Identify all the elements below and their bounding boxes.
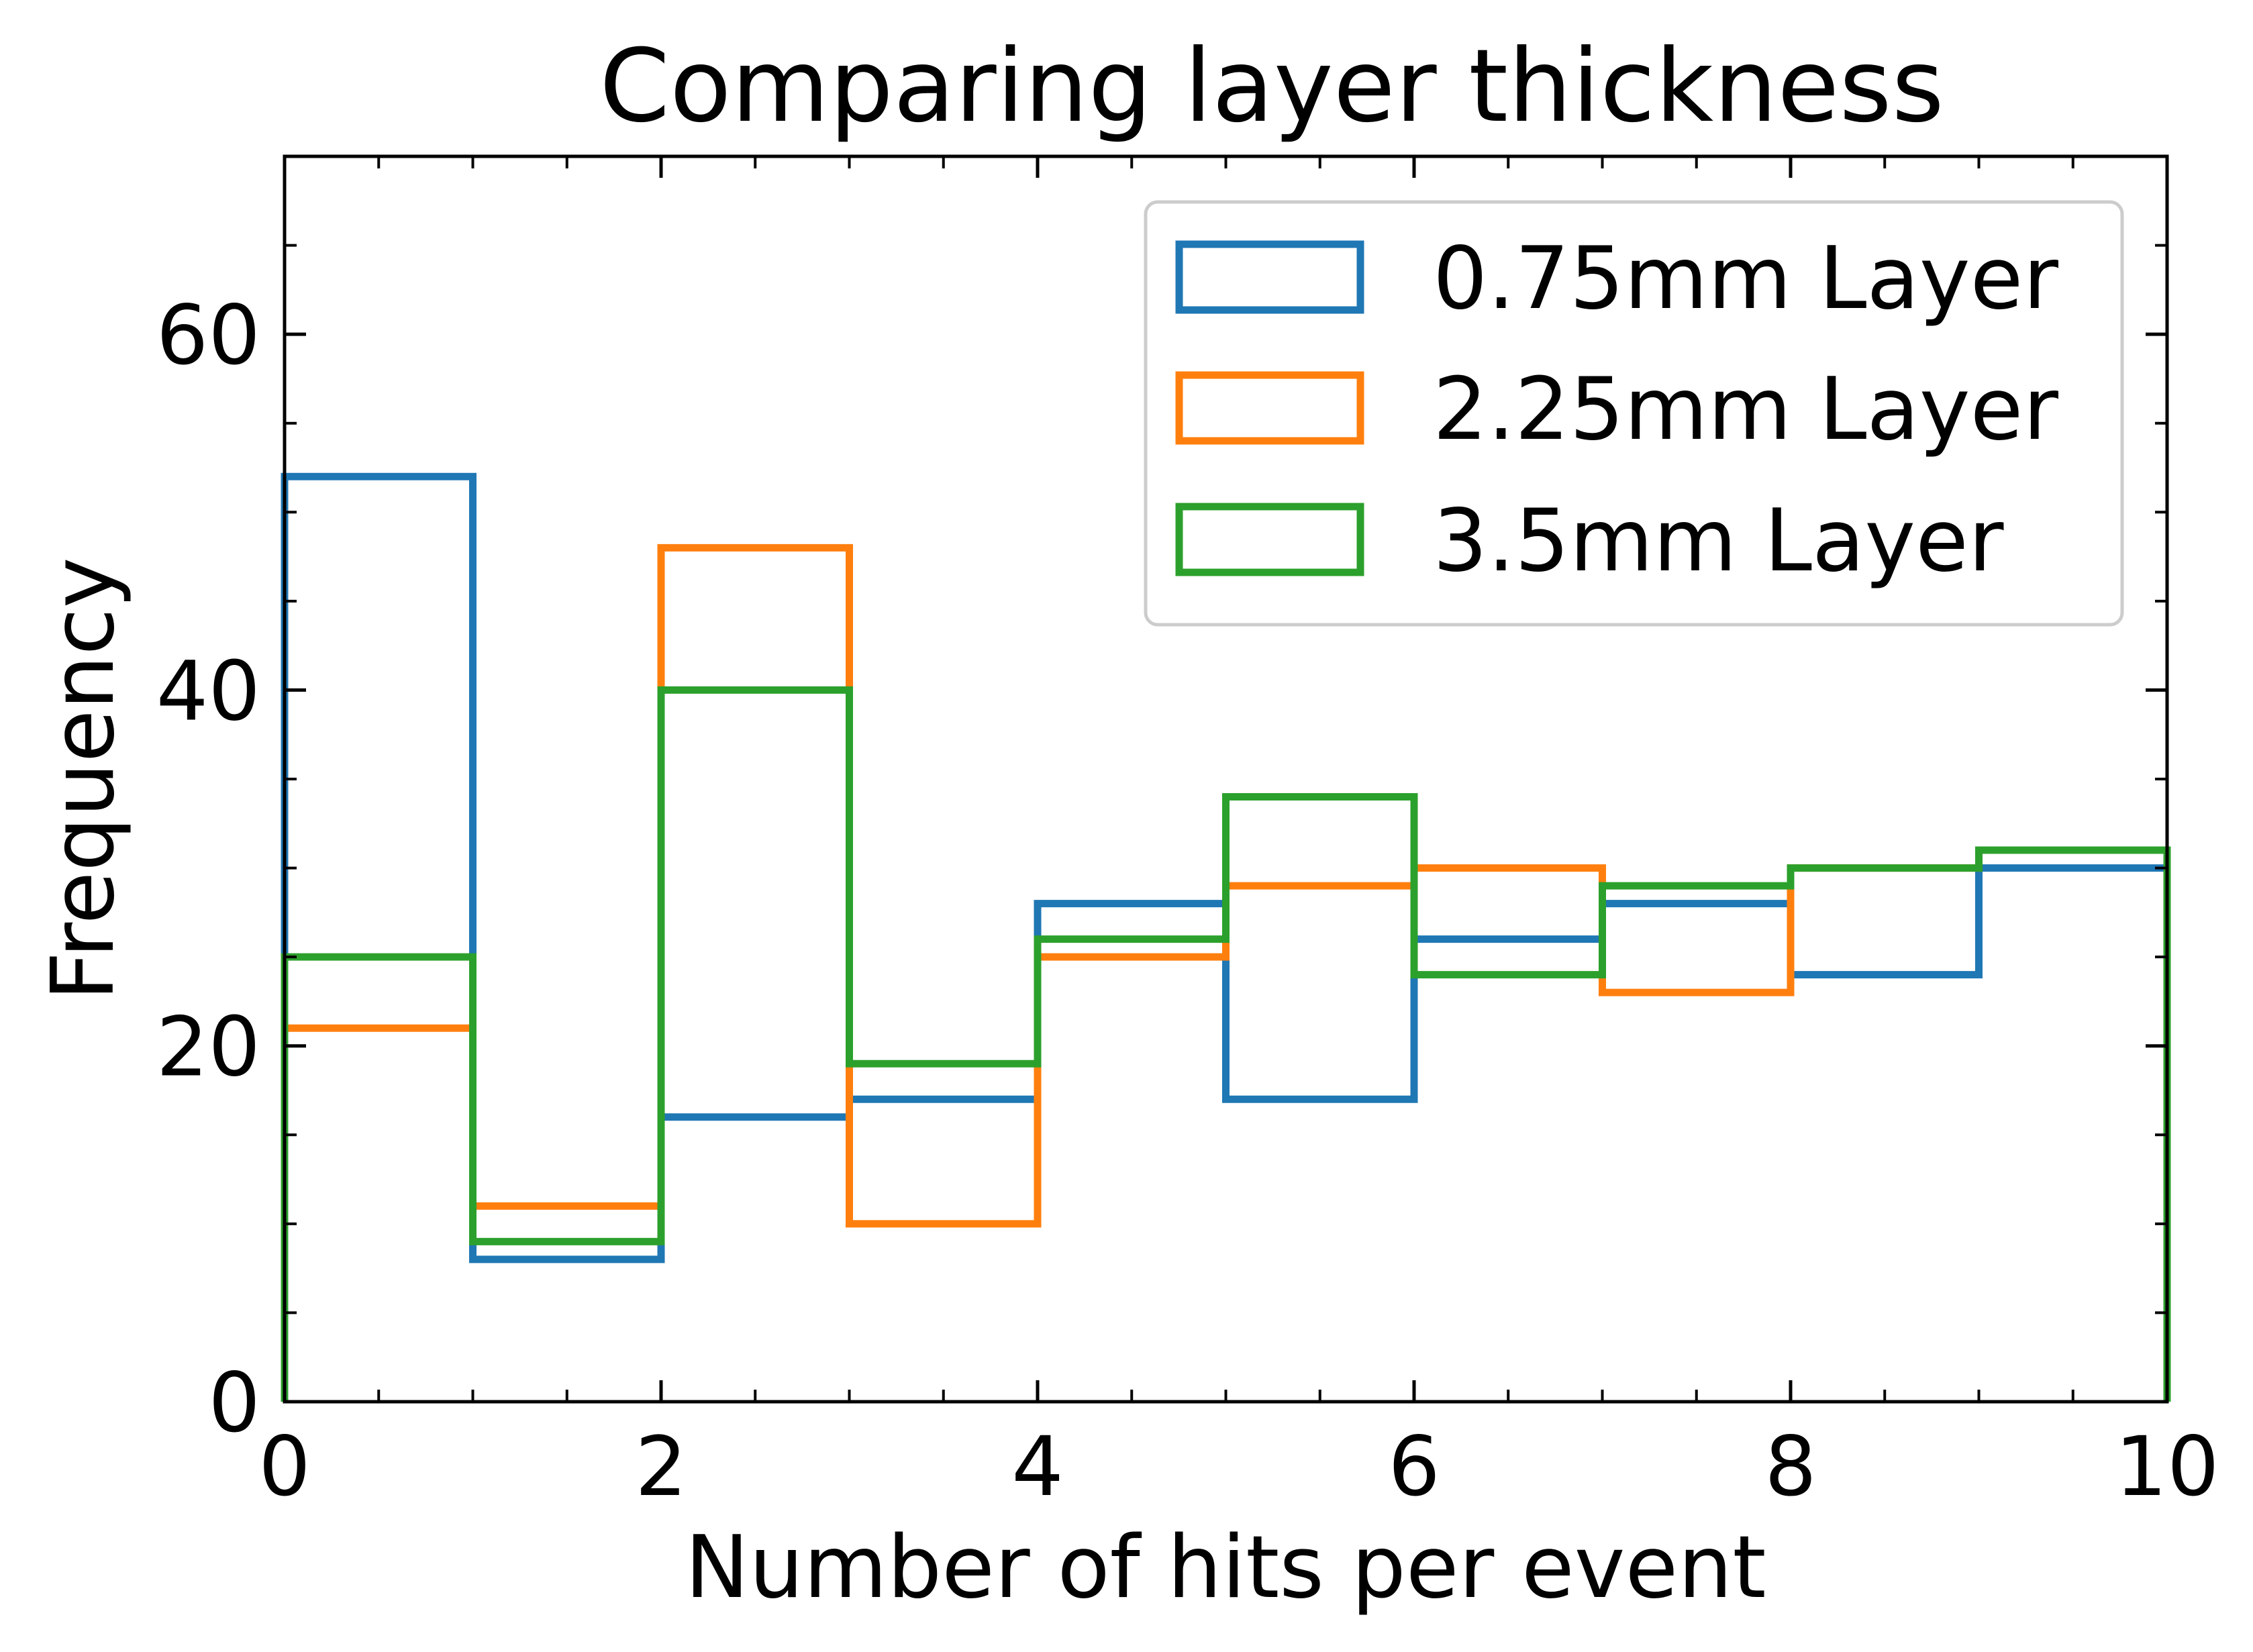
y-tick-label: 40 xyxy=(156,643,260,739)
x-tick-label: 0 xyxy=(258,1419,311,1514)
y-tick-label: 20 xyxy=(156,1000,260,1095)
plot-frame xyxy=(283,154,2169,1404)
legend-swatch-2 xyxy=(1175,371,1364,445)
legend-label-2: 2.25mm Layer xyxy=(1433,360,2058,460)
ticks-layer xyxy=(283,155,2169,1404)
y-tick-label: 60 xyxy=(156,288,260,383)
x-tick-label: 10 xyxy=(2115,1419,2219,1514)
tick-labels-layer: 0 2 4 6 8 10 0 20 40 60 xyxy=(156,288,2219,1514)
y-axis-label: Frequency xyxy=(34,557,134,1000)
x-tick-label: 8 xyxy=(1764,1419,1817,1514)
chart-title: Comparing layer thickness xyxy=(599,28,1944,145)
x-tick-label: 6 xyxy=(1388,1419,1440,1514)
x-tick-label: 4 xyxy=(1011,1419,1064,1514)
x-axis-label: Number of hits per event xyxy=(685,1518,1766,1618)
x-tick-label: 2 xyxy=(635,1419,687,1514)
legend: 0.75mm Layer 2.25mm Layer 3.5mm Layer xyxy=(1144,200,2124,627)
y-tick-label: 0 xyxy=(208,1355,260,1451)
legend-label-3: 3.5mm Layer xyxy=(1433,491,2004,591)
legend-swatch-3 xyxy=(1175,503,1364,576)
legend-frame xyxy=(1144,200,2124,627)
legend-entries: 0.75mm Layer 2.25mm Layer 3.5mm Layer xyxy=(1175,229,2058,591)
legend-swatch-1 xyxy=(1175,240,1364,314)
series-layer xyxy=(281,472,2171,1402)
histogram-series-3 xyxy=(281,686,2171,1402)
histogram-series-1 xyxy=(281,472,2171,1402)
legend-label-1: 0.75mm Layer xyxy=(1433,229,2058,329)
